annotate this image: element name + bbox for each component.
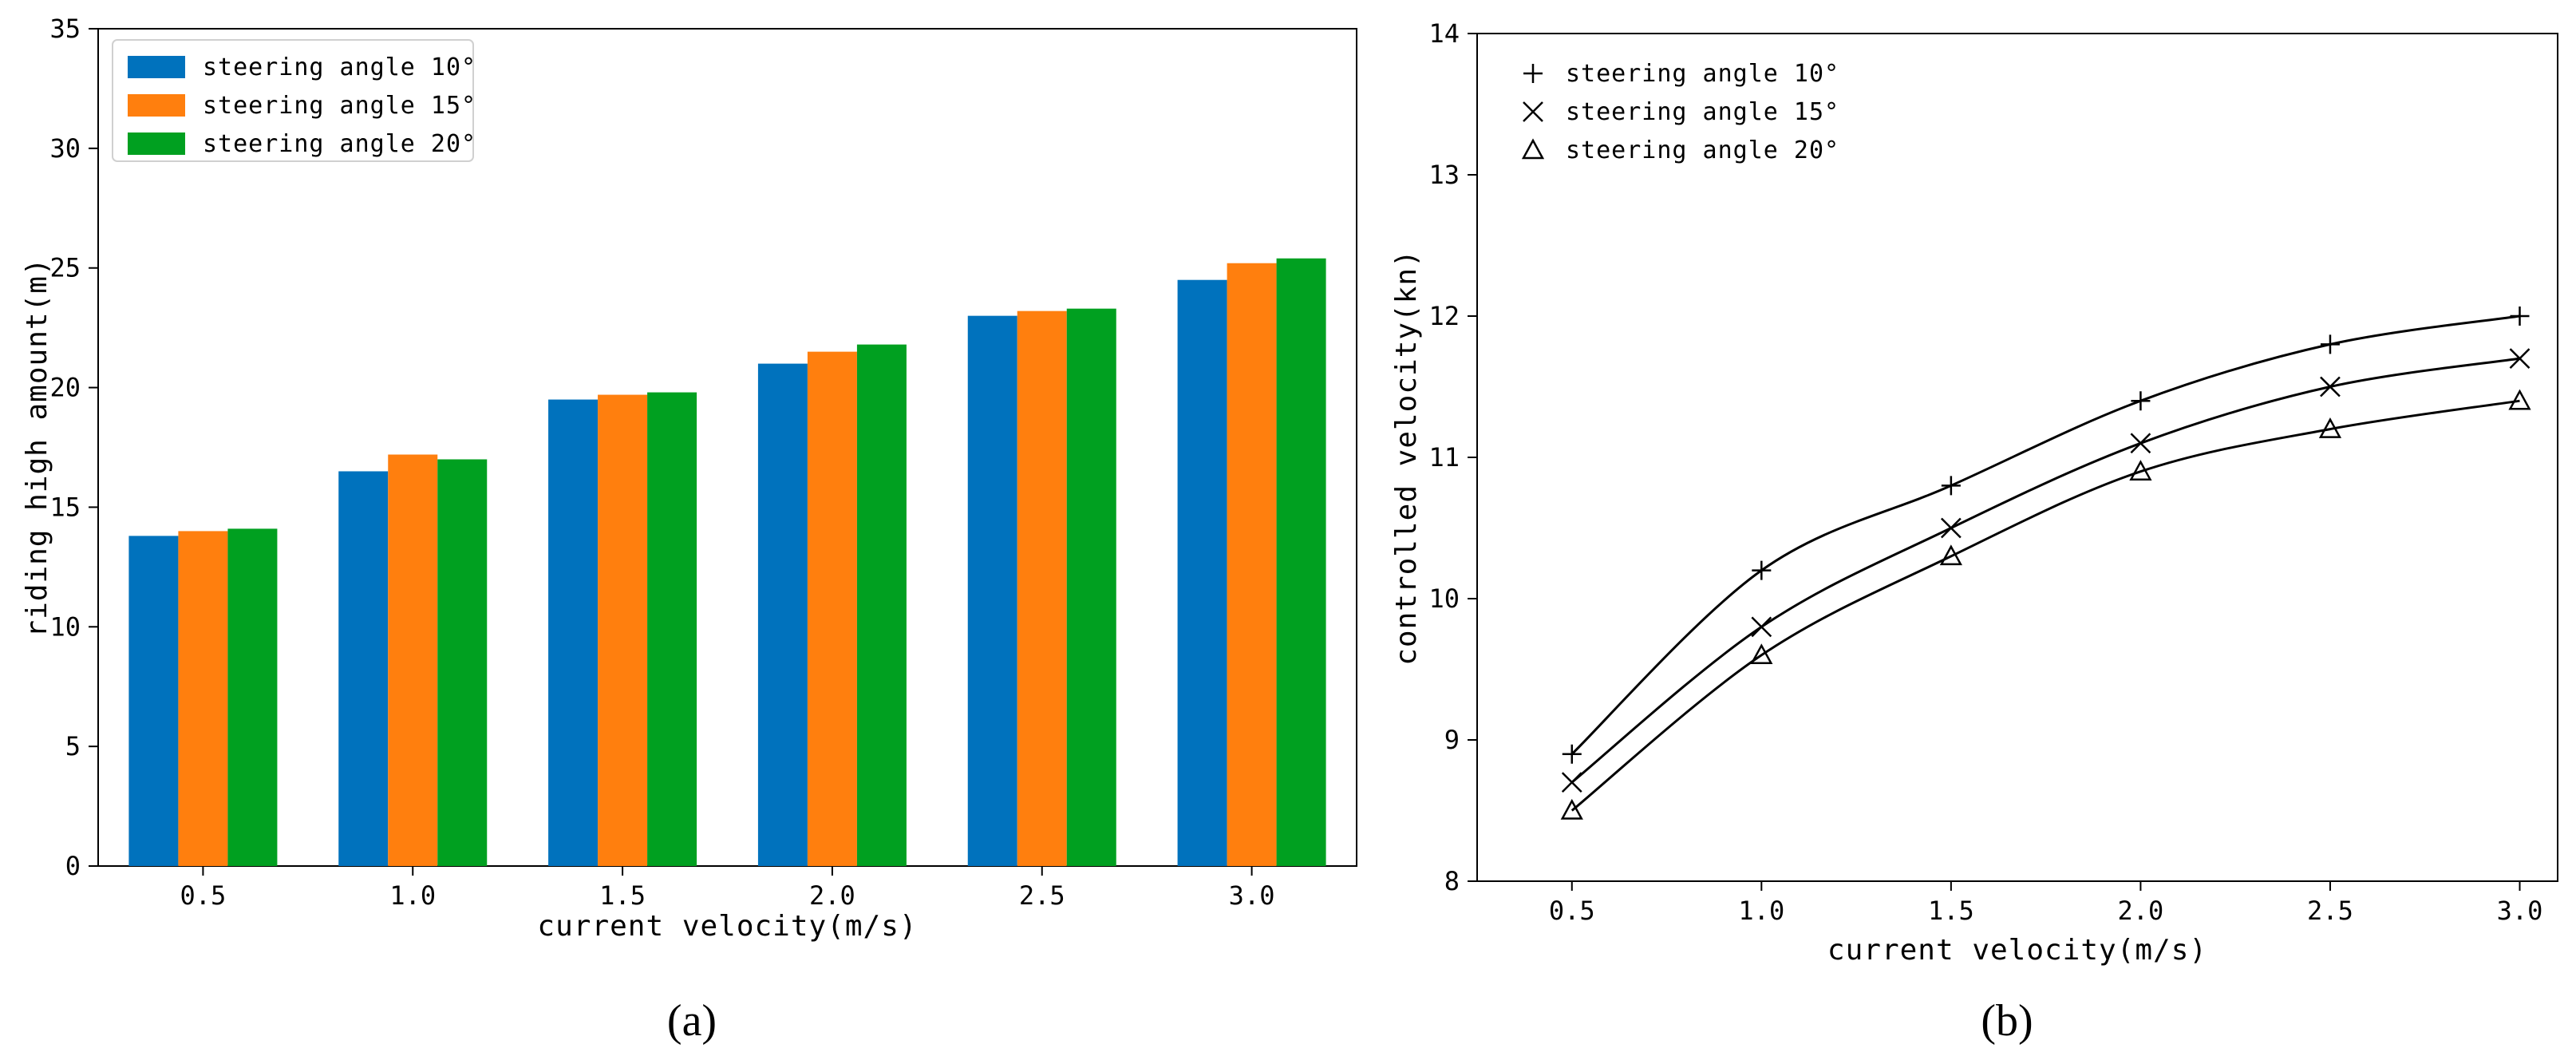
- x-tick-label: 1.0: [389, 880, 436, 911]
- cross-marker: [1523, 101, 1543, 122]
- series-line: [1570, 399, 2520, 812]
- x-tick-label: 2.0: [2118, 896, 2164, 926]
- legend-swatch: [128, 132, 185, 155]
- bar: [1177, 279, 1227, 866]
- panel-label-a: (a): [667, 996, 717, 1046]
- legend-label: steering angle 15°: [1566, 98, 1839, 126]
- bar: [388, 454, 438, 866]
- x-tick-label: 2.5: [1019, 880, 1065, 911]
- x-axis-label-b: current velocity(m/s): [1827, 934, 2207, 967]
- bar: [178, 531, 228, 866]
- legend-swatch: [128, 94, 185, 117]
- y-tick-label: 25: [49, 253, 81, 283]
- triangle-marker: [2129, 460, 2152, 481]
- y-tick-label: 11: [1428, 442, 1460, 473]
- plus-marker: [1941, 476, 1961, 496]
- y-tick-label: 15: [49, 492, 81, 522]
- legend-box: [112, 39, 474, 162]
- bar: [338, 471, 389, 866]
- y-tick-label: 10: [1428, 583, 1460, 614]
- legend-label: steering angle 10°: [203, 53, 476, 81]
- plus-marker: [2131, 391, 2151, 411]
- bar-chart-a: 0 5 10 15 20 25 30 35 0.5 1.0 1.5 2.0 2.5 3.0 current …: [21, 14, 1357, 1046]
- x-axis-label-a: current velocity(m/s): [537, 910, 917, 943]
- line-chart-b: 8 9 10 11 12 13 14 0.5 1.0 1.5 2.0 2.5 3.0 current ve…: [1390, 18, 2558, 1046]
- y-tick-label: 35: [49, 14, 81, 44]
- x-tick-label: 3.0: [2497, 896, 2543, 926]
- legend-label: steering angle 10°: [1566, 60, 1839, 88]
- plus-marker: [2510, 307, 2530, 326]
- cross-marker: [2509, 348, 2531, 369]
- plus-marker: [1752, 560, 1772, 580]
- x-tick-label: 1.5: [599, 880, 646, 911]
- x-tick-label: 1.0: [1738, 896, 1784, 926]
- bar: [967, 315, 1017, 867]
- bar: [1227, 263, 1277, 867]
- bar: [598, 394, 648, 866]
- cross-marker: [2320, 376, 2341, 397]
- bar: [647, 392, 697, 867]
- triangle-marker: [1750, 643, 1773, 665]
- cross-marker: [2130, 433, 2151, 454]
- legend-label: steering angle 20°: [203, 130, 476, 158]
- y-axis-label-a: riding high amount(m): [21, 257, 53, 637]
- y-tick-label: 14: [1428, 18, 1460, 49]
- series-cross: [1561, 348, 2531, 793]
- y-tick-label: 13: [1428, 160, 1460, 190]
- y-tick-label: 0: [65, 851, 81, 881]
- triangle-marker: [2508, 389, 2531, 410]
- plus-marker: [1523, 64, 1543, 83]
- cross-marker: [1940, 517, 1962, 539]
- x-tick-label: 2.5: [2307, 896, 2353, 926]
- bar: [548, 399, 599, 866]
- x-tick-label: 0.5: [1549, 896, 1595, 926]
- bar: [1276, 258, 1326, 866]
- bar: [437, 459, 488, 866]
- y-tick-label: 8: [1444, 866, 1460, 896]
- cross-marker: [1751, 616, 1772, 638]
- plus-marker: [2320, 334, 2340, 354]
- y-tick-label: 12: [1428, 301, 1460, 331]
- x-tick-label: 3.0: [1229, 880, 1275, 911]
- legend-swatch: [128, 56, 185, 78]
- x-tick-label: 1.5: [1928, 896, 1974, 926]
- bar: [856, 344, 907, 866]
- bar: [1017, 310, 1067, 867]
- cross-marker: [1561, 772, 1582, 793]
- x-tick-label: 2.0: [809, 880, 855, 911]
- legend-b: steering angle 10° steering angle 15° stee…: [1521, 60, 1839, 164]
- bar: [757, 363, 808, 867]
- y-tick-label: 9: [1444, 725, 1460, 755]
- plot-frame-a: [97, 28, 1357, 867]
- y-tick-label: 30: [49, 133, 81, 164]
- y-tick-label: 5: [65, 731, 81, 761]
- legend-label: steering angle 15°: [203, 92, 476, 120]
- series-triangle: [1560, 389, 2531, 820]
- bar: [128, 536, 179, 866]
- triangle-marker: [1560, 798, 1583, 820]
- triangle-marker: [1939, 544, 1962, 566]
- bar: [1066, 308, 1116, 866]
- bar: [227, 528, 278, 866]
- triangle-marker: [1521, 138, 1545, 160]
- y-tick-label: 20: [49, 373, 81, 403]
- y-axis-label-b: controlled velocity(kn): [1390, 249, 1423, 666]
- legend-a: steering angle 10° steering angle 15° stee…: [112, 39, 476, 162]
- y-tick-label: 10: [49, 611, 81, 642]
- plus-marker: [1562, 744, 1582, 764]
- series-plus: [1562, 307, 2530, 764]
- series-line: [1570, 314, 2520, 755]
- x-tick-label: 0.5: [180, 880, 227, 911]
- series-line: [1570, 357, 2520, 784]
- legend-label: steering angle 20°: [1566, 136, 1839, 164]
- triangle-marker: [2318, 417, 2342, 438]
- panel-label-b: (b): [1981, 996, 2033, 1046]
- bar: [807, 351, 857, 867]
